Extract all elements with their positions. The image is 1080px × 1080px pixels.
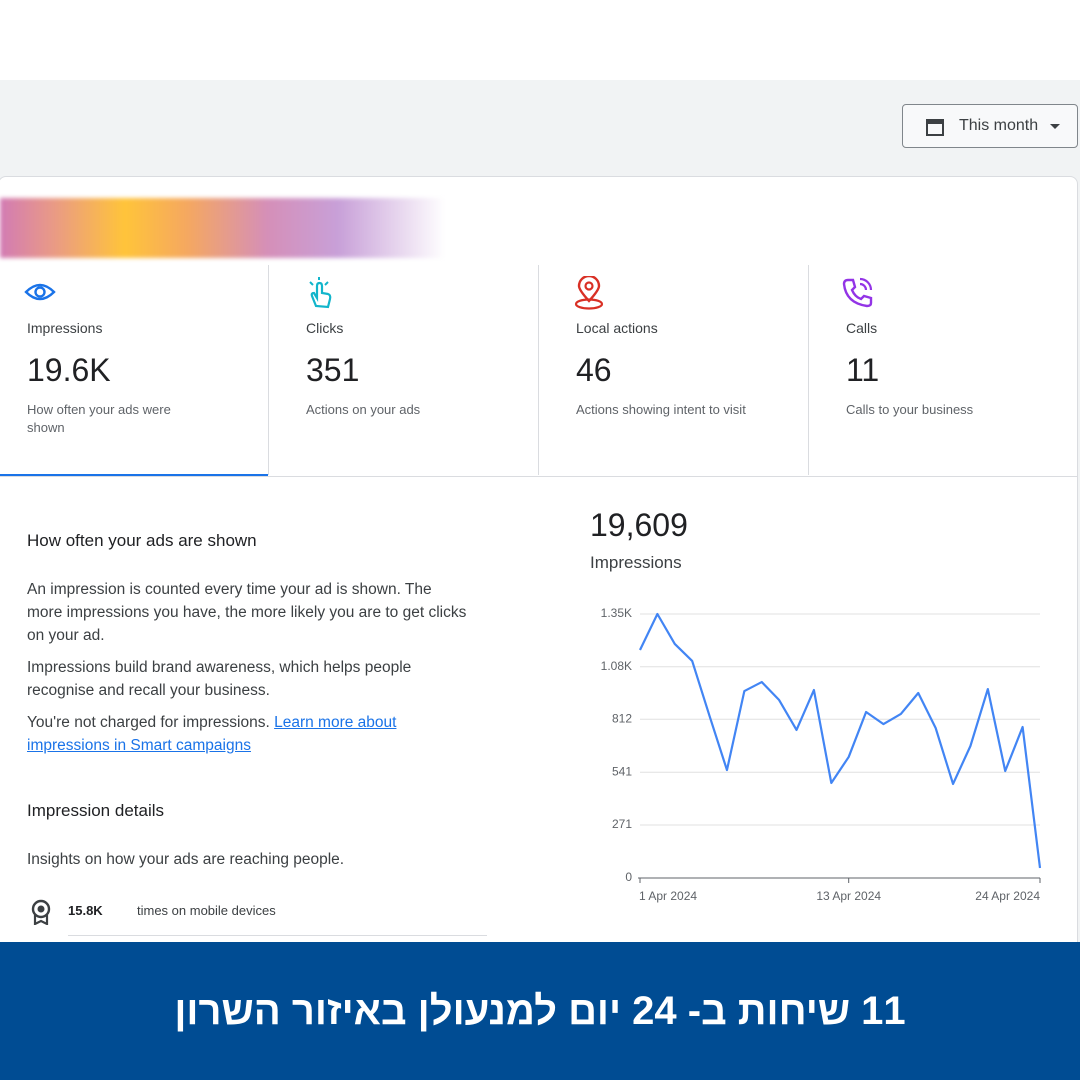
metric-tile[interactable] (0, 265, 269, 475)
caption-banner: 11 שיחות ב- 24 יום למנעולן באיזור השרון (0, 942, 1080, 1080)
y-tick-label: 541 (612, 764, 632, 778)
badge-icon (31, 899, 51, 925)
x-tick-label: 1 Apr 2024 (639, 889, 697, 903)
paragraph: You're not charged for impressions. Lear… (27, 711, 467, 757)
metric-label: Impressions (27, 320, 103, 336)
metric-label: Calls (846, 320, 878, 336)
detail-value: 15.8K (68, 903, 103, 918)
click-icon (309, 277, 332, 309)
y-tick-label: 812 (612, 711, 632, 725)
date-range-button[interactable]: This month (902, 104, 1078, 148)
section-heading: Impression details (27, 801, 165, 820)
calendar-icon (926, 119, 944, 136)
active-tab-indicator (0, 474, 268, 476)
y-tick-label: 271 (612, 817, 632, 831)
learn-more-link[interactable]: Learn more about impressions in Smart ca… (27, 714, 397, 754)
detail-text: times on mobile devices (137, 903, 276, 918)
metric-value: 11 (846, 352, 880, 388)
metric-description: Actions on your ads (306, 402, 421, 417)
x-tick-label: 24 Apr 2024 (975, 889, 1040, 903)
section-heading: How often your ads are shown (27, 531, 257, 550)
chart-subtitle: Impressions (590, 553, 682, 572)
metric-label: Clicks (306, 320, 344, 336)
divider (0, 476, 1078, 477)
y-tick-label: 1.08K (601, 659, 632, 673)
metric-value: 19.6K (27, 352, 111, 388)
paragraph: Insights on how your ads are reaching pe… (27, 851, 345, 868)
chart-total: 19,609 (590, 507, 688, 543)
header-gradient (0, 198, 445, 258)
eye-icon (24, 283, 56, 301)
metric-description: Actions showing intent to visit (576, 402, 746, 417)
metric-tile[interactable] (268, 265, 539, 475)
dropdown-caret (1050, 124, 1060, 129)
metric-description: How often your ads were shown (27, 402, 171, 435)
impressions-line (639, 612, 1042, 869)
metric-value: 46 (576, 352, 612, 388)
paragraph-text: You're not charged for impressions. (27, 714, 270, 731)
y-tick-label: 1.35K (601, 606, 632, 620)
call-icon (842, 277, 873, 308)
metric-description: Calls to your business (846, 402, 974, 417)
report-card (0, 176, 1078, 978)
metric-label: Local actions (576, 320, 658, 336)
location-icon (574, 276, 604, 310)
divider (68, 935, 487, 936)
y-tick-label: 0 (625, 870, 632, 884)
date-range-label: This month (959, 117, 1039, 134)
x-tick-label: 13 Apr 2024 (816, 889, 881, 903)
paragraph: Impressions build brand awareness, which… (27, 659, 412, 699)
metric-value: 351 (306, 352, 360, 388)
metric-tile[interactable] (538, 265, 809, 475)
line-chart: 0 271 541 812 1.08K 1.35K 1 Apr 2024 13 Apr 202… (601, 606, 1042, 903)
paragraph: An impression is counted every time your… (27, 581, 467, 644)
